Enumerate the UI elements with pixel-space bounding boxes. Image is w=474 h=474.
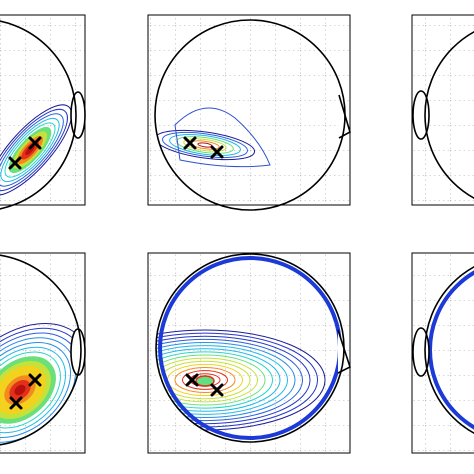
contour [0, 342, 72, 438]
contour [182, 370, 228, 390]
head-outline [424, 265, 474, 435]
contour [169, 134, 241, 156]
contour [0, 117, 60, 183]
contour [156, 351, 273, 409]
source-x [183, 136, 197, 150]
contour [174, 367, 236, 393]
boundary-contour [428, 270, 474, 430]
panels [0, 14, 474, 454]
x-stroke [185, 373, 199, 387]
source-x [210, 383, 224, 397]
x-stroke [9, 396, 23, 410]
contour [156, 338, 303, 422]
contour [0, 108, 68, 192]
contour [162, 131, 248, 159]
ear [70, 91, 86, 139]
contour [4, 122, 56, 178]
contour [156, 345, 288, 415]
source-x [9, 396, 23, 410]
x-stroke [210, 383, 224, 397]
contour [156, 357, 258, 403]
contour [156, 348, 281, 412]
source-x [8, 156, 22, 170]
x-stroke [210, 145, 224, 159]
head-outline [0, 20, 77, 210]
source-x [28, 373, 42, 387]
ear [70, 328, 86, 376]
head-outlines [0, 19, 474, 446]
contour [195, 375, 215, 387]
x-stroke [8, 156, 22, 170]
contour [156, 354, 266, 406]
source-x [185, 373, 199, 387]
contour [156, 342, 296, 418]
contour [14, 384, 26, 396]
contour [0, 113, 64, 187]
contour [0, 104, 73, 196]
x-stroke [28, 373, 42, 387]
head-outline [155, 253, 345, 443]
x-stroke [28, 136, 42, 150]
contour [174, 107, 271, 168]
x-stroke [183, 136, 197, 150]
contour [183, 138, 227, 152]
contour [0, 346, 66, 434]
head-outline [154, 19, 346, 211]
contour-group [0, 323, 81, 446]
contour [0, 351, 61, 429]
head-outline [424, 30, 474, 200]
source-markers [8, 136, 224, 410]
source-x [28, 136, 42, 150]
contour [176, 136, 234, 154]
source-x [210, 145, 224, 159]
head-outline [0, 254, 82, 446]
